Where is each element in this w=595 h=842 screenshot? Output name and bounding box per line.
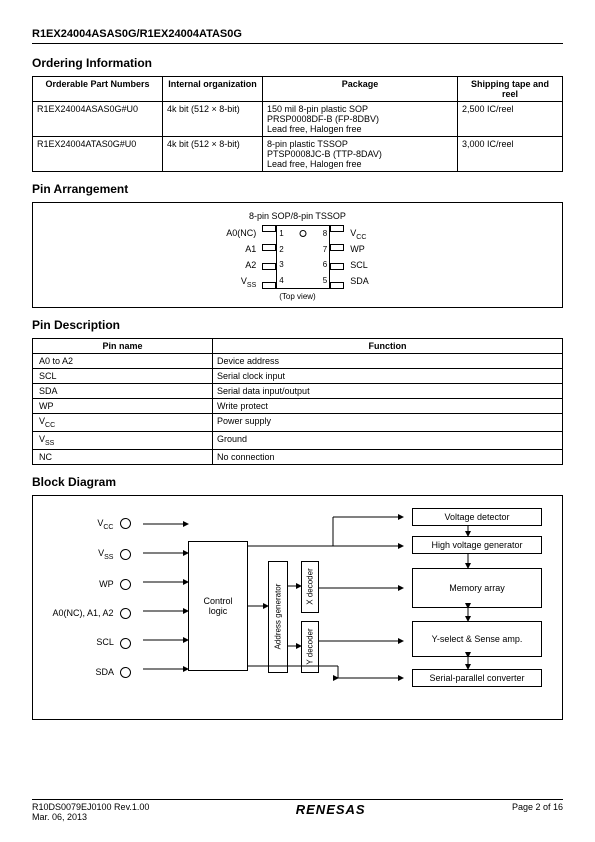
pin-label: A2 (226, 257, 256, 273)
page-footer: R10DS0079EJ0100 Rev.1.00 Mar. 06, 2013 R… (32, 799, 563, 822)
pin-arrangement-heading: Pin Arrangement (32, 182, 563, 196)
table-cell: NC (33, 449, 213, 464)
table-cell: Device address (213, 354, 563, 369)
pin-num: 4 (279, 276, 283, 285)
table-header: Function (213, 339, 563, 354)
ordering-heading: Ordering Information (32, 56, 563, 70)
table-cell: 2,500 IC/reel (458, 102, 563, 137)
table-row: R1EX24004ASAS0G#U04k bit (512 × 8-bit)15… (33, 102, 563, 137)
table-row: R1EX24004ATAS0G#U04k bit (512 × 8-bit)8-… (33, 137, 563, 172)
pin-lead (330, 282, 344, 289)
pin-num: 8 (323, 229, 327, 238)
table-cell: R1EX24004ASAS0G#U0 (33, 102, 163, 137)
block-diagram-arrows (33, 496, 562, 719)
pin-lead (330, 244, 344, 251)
pin-lead (262, 225, 276, 232)
pin-lead (262, 244, 276, 251)
ordering-table: Orderable Part NumbersInternal organizat… (32, 76, 563, 172)
pin-label: VSS (226, 273, 256, 289)
table-row: A0 to A2Device address (33, 354, 563, 369)
pin-lead (262, 263, 276, 270)
table-cell: Serial data input/output (213, 384, 563, 399)
footer-page: Page 2 of 16 (512, 802, 563, 812)
table-cell: Serial clock input (213, 369, 563, 384)
table-cell: A0 to A2 (33, 354, 213, 369)
pin-label: VCC (350, 225, 369, 241)
table-row: WPWrite protect (33, 399, 563, 414)
table-row: SCLSerial clock input (33, 369, 563, 384)
block-diagram-heading: Block Diagram (32, 475, 563, 489)
pin-arrangement-frame: 8-pin SOP/8-pin TSSOP A0(NC)A1A2VSS 1 8 2… (32, 202, 563, 308)
table-cell: 8-pin plastic TSSOP PTSP0008JC-B (TTP-8D… (263, 137, 458, 172)
table-cell: VSS (33, 431, 213, 449)
top-view-caption: (Top view) (33, 292, 562, 301)
pin-lead (330, 263, 344, 270)
footer-rev: R10DS0079EJ0100 Rev.1.00 (32, 802, 149, 812)
pin-num: 1 (279, 229, 283, 238)
table-row: NCNo connection (33, 449, 563, 464)
table-header: Pin name (33, 339, 213, 354)
table-cell: R1EX24004ATAS0G#U0 (33, 137, 163, 172)
pin-arrangement-title: 8-pin SOP/8-pin TSSOP (33, 211, 562, 221)
product-header: R1EX24004ASAS0G/R1EX24004ATAS0G (32, 28, 563, 44)
table-header: Orderable Part Numbers (33, 77, 163, 102)
table-row: SDASerial data input/output (33, 384, 563, 399)
table-cell: 4k bit (512 × 8-bit) (163, 102, 263, 137)
table-header: Internal organization (163, 77, 263, 102)
table-row: VSSGround (33, 431, 563, 449)
pin-num: 3 (279, 260, 283, 269)
table-row: VCCPower supply (33, 414, 563, 432)
footer-logo: RENESAS (296, 802, 366, 817)
pin-num: 5 (323, 276, 327, 285)
pin-num: 2 (279, 245, 283, 254)
table-cell: 3,000 IC/reel (458, 137, 563, 172)
pin-description-table: Pin nameFunction A0 to A2Device addressS… (32, 338, 563, 465)
table-cell: 150 mil 8-pin plastic SOP PRSP0008DF-B (… (263, 102, 458, 137)
pin-lead (330, 225, 344, 232)
pin-description-heading: Pin Description (32, 318, 563, 332)
table-cell: Write protect (213, 399, 563, 414)
table-header: Package (263, 77, 458, 102)
table-cell: WP (33, 399, 213, 414)
pin-label: A1 (226, 241, 256, 257)
table-cell: Ground (213, 431, 563, 449)
table-cell: VCC (33, 414, 213, 432)
pin-label: A0(NC) (226, 225, 256, 241)
footer-date: Mar. 06, 2013 (32, 812, 149, 822)
chip-body: 1 8 2 7 3 6 4 5 (276, 225, 330, 289)
table-cell: No connection (213, 449, 563, 464)
table-cell: SCL (33, 369, 213, 384)
pin-num: 6 (323, 260, 327, 269)
table-cell: 4k bit (512 × 8-bit) (163, 137, 263, 172)
pin-num: 7 (323, 245, 327, 254)
pin-label: WP (350, 241, 369, 257)
pin-label: SDA (350, 273, 369, 289)
pin-label: SCL (350, 257, 369, 273)
table-cell: Power supply (213, 414, 563, 432)
notch-icon (300, 230, 307, 237)
block-diagram-frame: VCC VSS WP A0(NC), A1, A2 SCL SDA Contro… (32, 495, 563, 720)
pin-lead (262, 282, 276, 289)
pin-diagram: A0(NC)A1A2VSS 1 8 2 7 3 6 4 5 VCCWPSCLSDA (33, 225, 562, 289)
table-cell: SDA (33, 384, 213, 399)
table-header: Shipping tape and reel (458, 77, 563, 102)
